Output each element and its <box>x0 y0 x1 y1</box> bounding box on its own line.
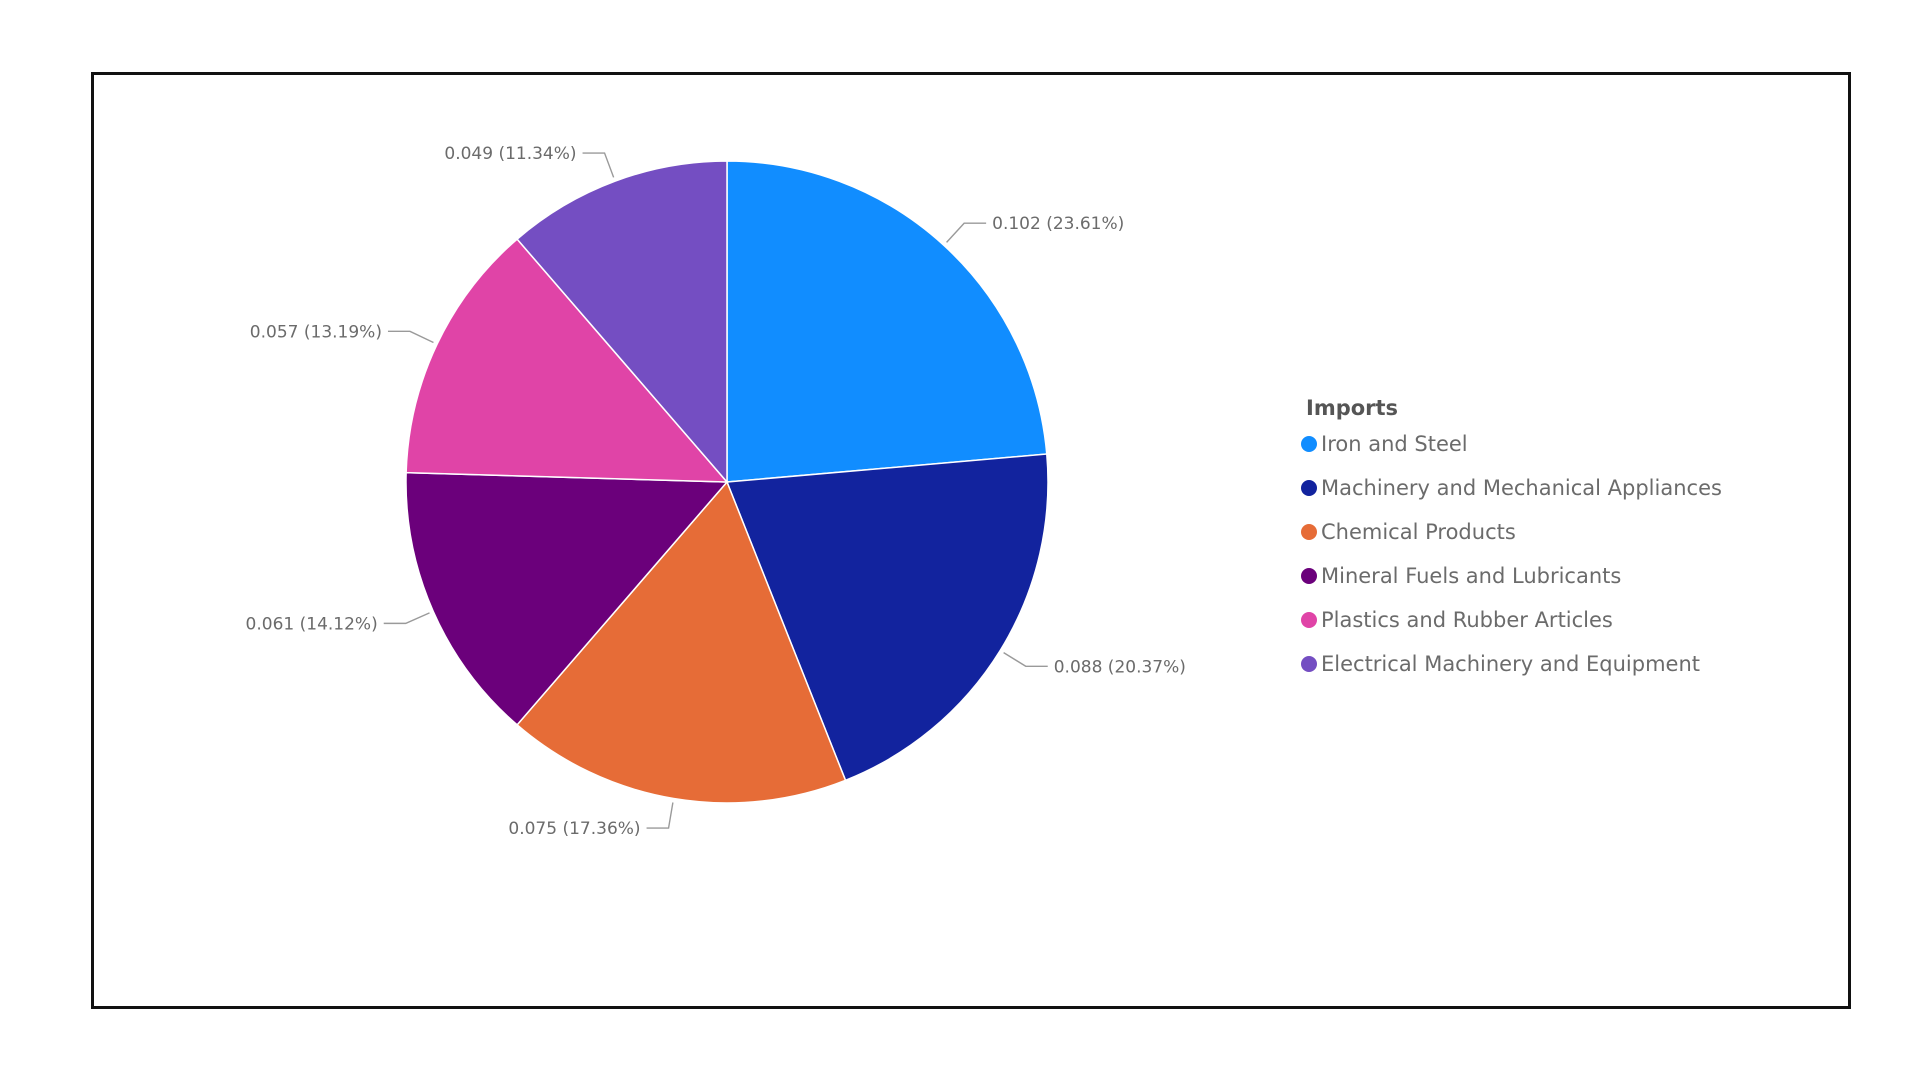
leader-line-machinery-and-mechanical-appliances <box>1003 652 1048 667</box>
legend-item-iron-and-steel[interactable]: Iron and Steel <box>1301 432 1468 456</box>
pie-chart: 0.102 (23.61%) 0.088 (20.37%) 0.075 (17.36… <box>246 144 1722 839</box>
legend-item-electrical-machinery-and-equipment[interactable]: Electrical Machinery and Equipment <box>1301 652 1700 676</box>
legend-label-mineral-fuels-and-lubricants: Mineral Fuels and Lubricants <box>1321 564 1621 588</box>
pie-slice-plastics-and-rubber-articles[interactable] <box>405 238 729 483</box>
pie-slice-machinery-and-mechanical-appliances[interactable] <box>725 453 1049 782</box>
leader-line-electrical-machinery-and-equipment <box>582 152 615 178</box>
legend-label-chemical-products: Chemical Products <box>1321 520 1516 544</box>
legend-marker-chemical-products <box>1301 524 1317 540</box>
leader-line-mineral-fuels-and-lubricants <box>383 612 430 625</box>
legend-item-mineral-fuels-and-lubricants[interactable]: Mineral Fuels and Lubricants <box>1301 564 1621 588</box>
data-label-electrical-machinery-and-equipment: 0.049 (11.34%) <box>444 144 576 164</box>
legend-item-machinery-and-mechanical-appliances[interactable]: Machinery and Mechanical Appliances <box>1301 476 1722 500</box>
data-label-iron-and-steel: 0.102 (23.61%) <box>992 214 1124 234</box>
legend-label-iron-and-steel: Iron and Steel <box>1321 432 1468 456</box>
legend-label-plastics-and-rubber-articles: Plastics and Rubber Articles <box>1321 608 1613 632</box>
chart-frame: 0.102 (23.61%) 0.088 (20.37%) 0.075 (17.36… <box>91 72 1851 1009</box>
pie-slice-iron-and-steel[interactable] <box>726 160 1048 483</box>
data-label-plastics-and-rubber-articles: 0.057 (13.19%) <box>250 322 382 342</box>
leader-line-plastics-and-rubber-articles <box>387 330 434 344</box>
legend-title: Imports <box>1306 396 1398 420</box>
legend-marker-electrical-machinery-and-equipment <box>1301 656 1317 672</box>
pie-data-labels: 0.102 (23.61%) 0.088 (20.37%) 0.075 (17.36… <box>246 144 1186 839</box>
legend-item-plastics-and-rubber-articles[interactable]: Plastics and Rubber Articles <box>1301 608 1613 632</box>
data-label-mineral-fuels-and-lubricants: 0.061 (14.12%) <box>246 614 378 634</box>
pie-slice-mineral-fuels-and-lubricants[interactable] <box>405 471 729 726</box>
legend-item-chemical-products[interactable]: Chemical Products <box>1301 520 1516 544</box>
data-label-chemical-products: 0.075 (17.36%) <box>508 819 640 839</box>
data-label-machinery-and-mechanical-appliances: 0.088 (20.37%) <box>1054 657 1186 677</box>
pie-slice-electrical-machinery-and-equipment[interactable] <box>516 160 728 485</box>
pie-slices <box>405 160 1049 804</box>
legend: Imports Iron and Steel Machinery and Mech… <box>1301 396 1722 676</box>
legend-label-electrical-machinery-and-equipment: Electrical Machinery and Equipment <box>1321 652 1700 676</box>
leader-line-chemical-products <box>646 802 674 829</box>
legend-marker-iron-and-steel <box>1301 436 1317 452</box>
legend-marker-plastics-and-rubber-articles <box>1301 612 1317 628</box>
pie-slice-chemical-products[interactable] <box>516 480 847 804</box>
legend-label-machinery-and-mechanical-appliances: Machinery and Mechanical Appliances <box>1321 476 1722 500</box>
legend-marker-mineral-fuels-and-lubricants <box>1301 568 1317 584</box>
legend-marker-machinery-and-mechanical-appliances <box>1301 480 1317 496</box>
leader-line-iron-and-steel <box>946 222 987 243</box>
